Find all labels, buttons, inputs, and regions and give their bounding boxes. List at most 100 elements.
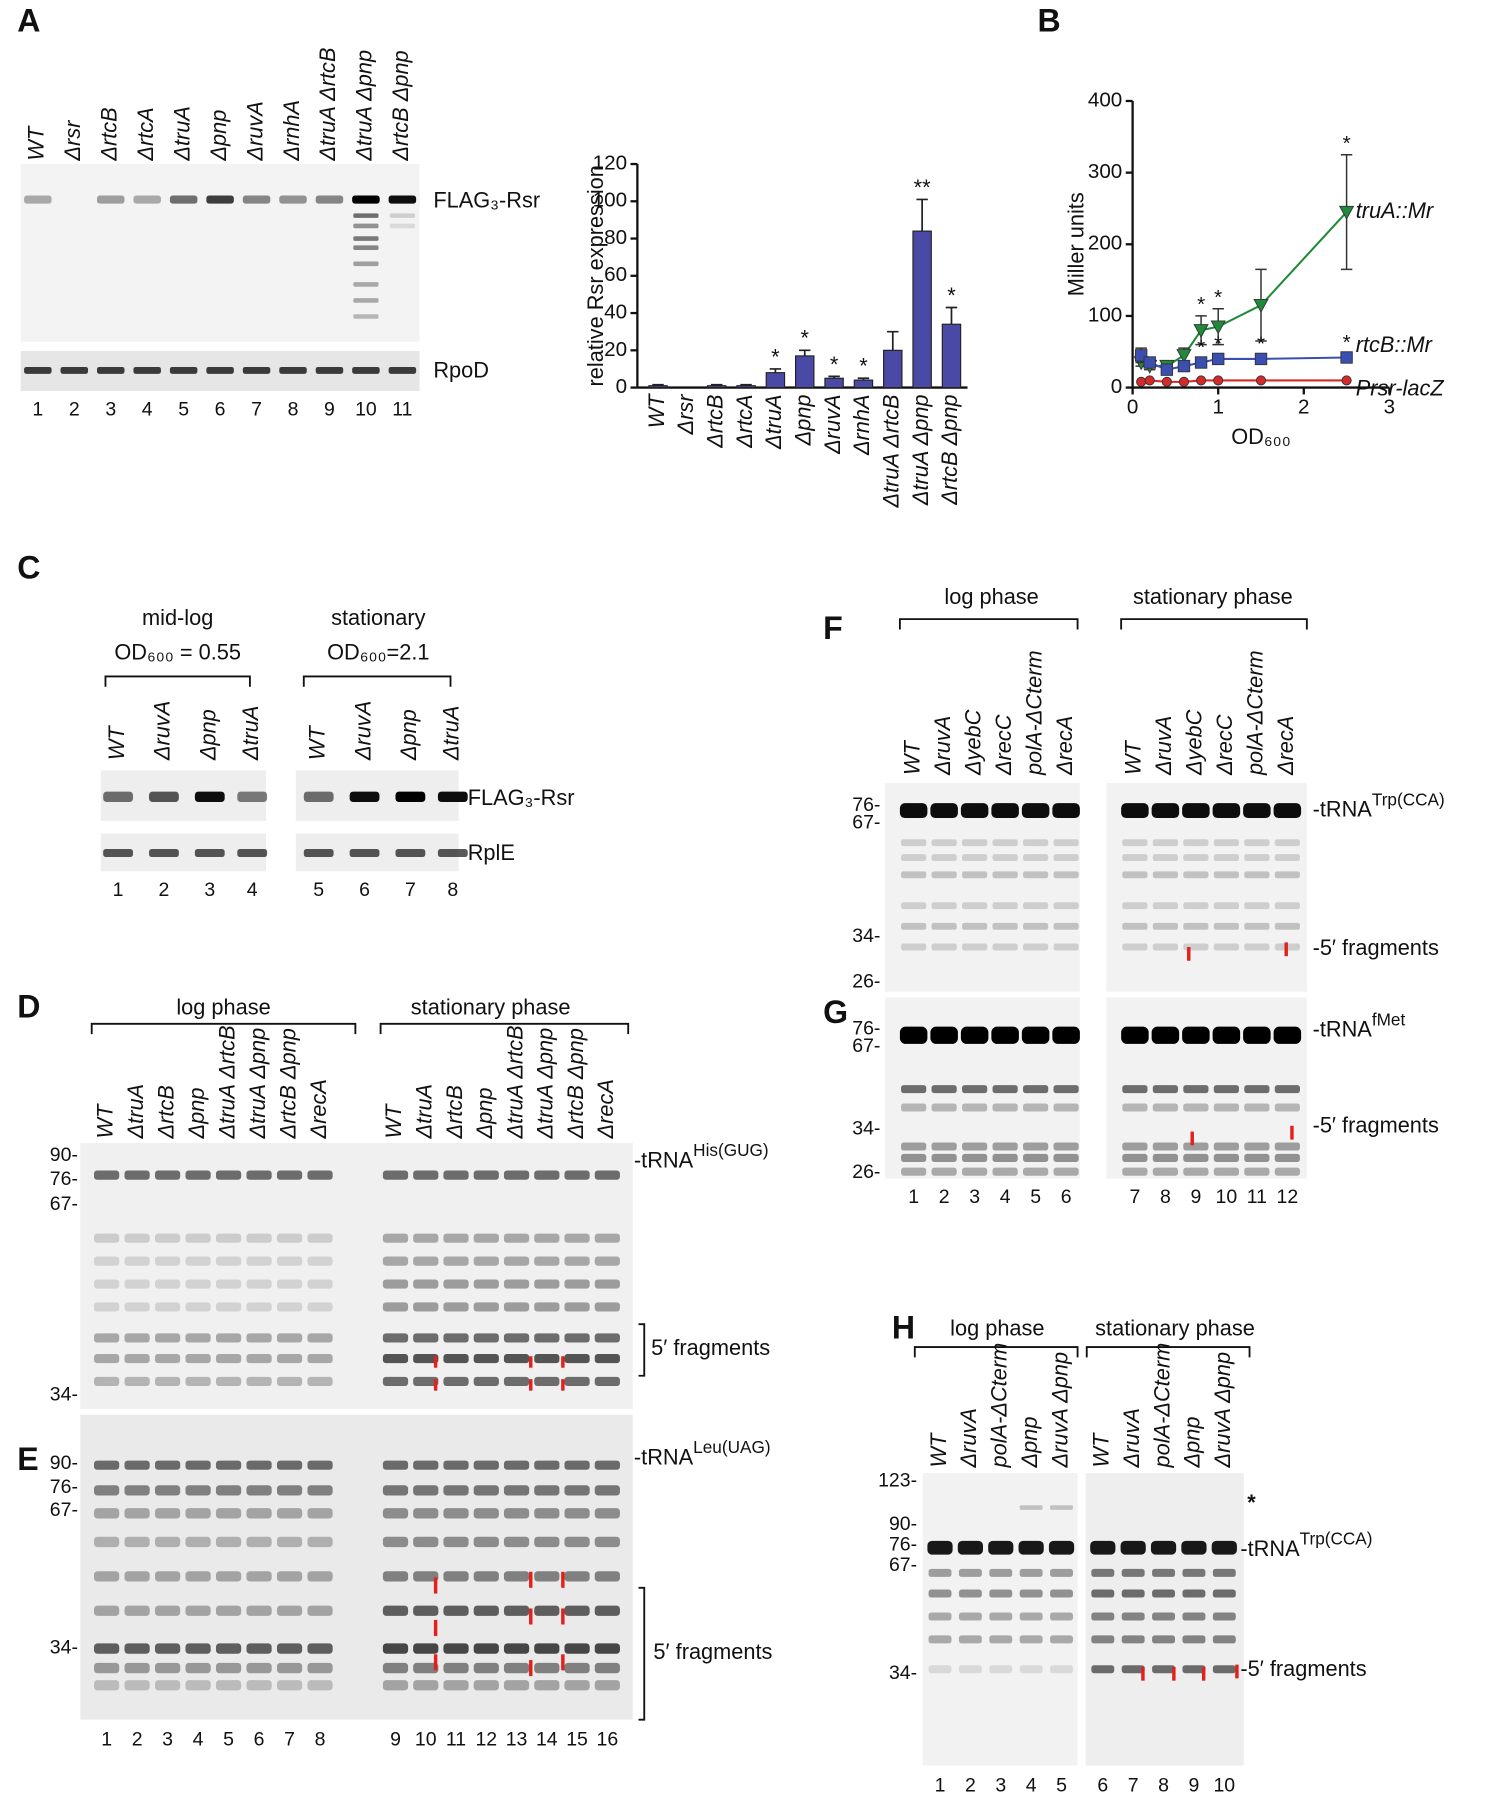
significance: * [1343, 132, 1351, 155]
band [564, 1279, 590, 1289]
band [992, 1167, 1018, 1176]
band [382, 1643, 409, 1654]
band [1244, 902, 1270, 910]
band [154, 1536, 181, 1548]
panel-letter: B [1037, 3, 1060, 39]
bar [912, 230, 932, 389]
band [1023, 943, 1049, 951]
group-title: stationary phase [411, 995, 571, 1020]
band [413, 1536, 439, 1548]
band [1213, 1142, 1239, 1151]
band [1120, 1540, 1146, 1555]
band [154, 1643, 181, 1654]
band [1212, 1635, 1236, 1644]
band [382, 1256, 409, 1266]
band [931, 839, 957, 847]
band [382, 1279, 409, 1289]
band-label-base: -tRNA [634, 1147, 694, 1172]
point [1212, 352, 1225, 366]
band [124, 1333, 150, 1343]
band [1152, 943, 1178, 951]
band [534, 1233, 560, 1243]
band [564, 1170, 590, 1180]
size-marker: 76- [50, 1476, 78, 1498]
band [185, 1536, 211, 1548]
lane-label: ΔyebC [1182, 709, 1207, 776]
lane-label: ΔrtcB [442, 1085, 467, 1139]
band [276, 1680, 303, 1691]
band-label: RpoD [433, 357, 489, 382]
size-marker: 90- [50, 1452, 78, 1474]
band [185, 1333, 211, 1343]
band [534, 1279, 560, 1289]
lane-label: ΔrecA [593, 1079, 618, 1139]
band [594, 1460, 620, 1470]
band-label: -tRNATrp(CCA) [1240, 1528, 1372, 1561]
band [443, 1460, 469, 1470]
band [349, 791, 380, 802]
band [443, 1508, 469, 1519]
band [1050, 1635, 1073, 1644]
band [1019, 1505, 1043, 1510]
significance: ** [914, 175, 931, 200]
band [1243, 1026, 1271, 1044]
lane-label: WT [104, 725, 129, 761]
fragment-mark [529, 1356, 533, 1368]
band [1021, 1026, 1050, 1044]
band [901, 1103, 927, 1112]
band [534, 1376, 560, 1387]
size-marker: 90- [889, 1513, 917, 1535]
lane-number: 10 [355, 399, 377, 421]
lane-label: WT [1089, 1432, 1114, 1468]
band [307, 1643, 333, 1654]
band [185, 1508, 211, 1519]
band [124, 1170, 150, 1180]
band [1213, 871, 1239, 879]
lane-number: 10 [415, 1728, 437, 1750]
lane-number: 8 [288, 399, 299, 421]
y-axis-title: relative Rsr expression [583, 165, 608, 386]
band [901, 854, 927, 862]
band [154, 1302, 181, 1312]
band [307, 1376, 333, 1387]
band [94, 1680, 120, 1691]
band [246, 1376, 272, 1387]
band [382, 1662, 409, 1674]
band [1050, 1665, 1073, 1674]
band [1023, 871, 1049, 879]
band [564, 1662, 590, 1674]
band [94, 1333, 120, 1343]
band [185, 1256, 211, 1266]
band [382, 1485, 409, 1496]
lane-number: 2 [939, 1186, 950, 1208]
band [1244, 871, 1270, 879]
band [215, 1302, 242, 1312]
y-tick-label: 20 [604, 338, 627, 361]
band [989, 1665, 1013, 1674]
series-line [1140, 379, 1347, 383]
group-title: log phase [176, 995, 270, 1020]
band [901, 1085, 927, 1094]
band [1213, 943, 1239, 951]
y-tick-label: 100 [1088, 303, 1122, 326]
band [989, 1568, 1013, 1577]
size-marker: 34- [50, 1383, 78, 1405]
band [473, 1605, 499, 1616]
band [276, 1353, 303, 1364]
band [215, 1605, 242, 1616]
band [1152, 1085, 1178, 1094]
lane-label: ΔyebC [960, 709, 985, 776]
band [901, 902, 927, 910]
band [382, 1460, 409, 1470]
band [1122, 1167, 1148, 1176]
band [958, 1635, 982, 1644]
band [276, 1571, 303, 1582]
band [1121, 1568, 1145, 1577]
band [1122, 1142, 1148, 1151]
band [962, 1153, 988, 1162]
band [1244, 1153, 1270, 1162]
band [1052, 803, 1080, 819]
band [154, 1333, 181, 1343]
band [930, 1026, 958, 1044]
band [395, 848, 426, 858]
